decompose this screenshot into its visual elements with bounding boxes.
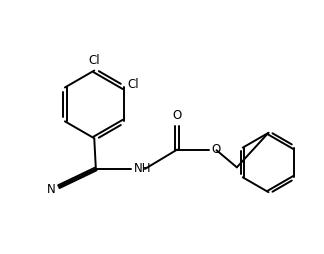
Text: O: O xyxy=(212,143,221,156)
Text: NH: NH xyxy=(133,163,151,176)
Text: O: O xyxy=(173,109,182,122)
Text: Cl: Cl xyxy=(88,54,100,67)
Text: Cl: Cl xyxy=(127,78,139,91)
Text: N: N xyxy=(47,183,55,196)
